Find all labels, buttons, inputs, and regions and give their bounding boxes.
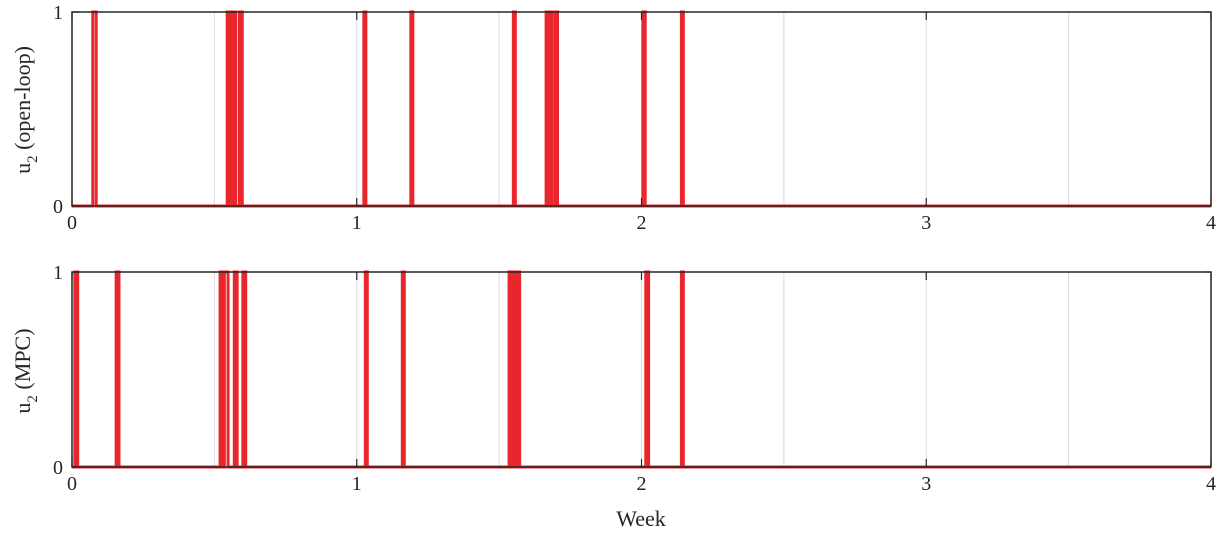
y-tick-label: 1 [53,262,63,284]
subplot-open-loop: u2 (open-loop) 0 1 2 3 4 0 1 [10,2,1216,234]
x-tick-label: 0 [67,212,77,234]
subplot-mpc: u2 (MPC) Week 0 1 2 3 4 0 1 [10,262,1216,531]
y-tick-label: 0 [53,196,63,218]
y-tick-label: 0 [53,457,63,479]
x-tick-label: 2 [637,473,647,495]
x-axis-label: Week [616,506,666,531]
x-tick-label: 2 [637,212,647,234]
x-tick-label: 0 [67,473,77,495]
x-tick-label: 1 [352,473,362,495]
y-axis-label: u2 (open-loop) [10,46,41,174]
x-tick-label: 4 [1206,212,1216,234]
x-tick-label: 3 [921,212,931,234]
y-tick-label: 1 [53,2,63,24]
x-tick-label: 3 [921,473,931,495]
gridlines [213,272,1070,467]
series-line [72,10,1211,208]
x-tick-label: 4 [1206,473,1216,495]
y-axis-label: u2 (MPC) [10,328,41,413]
x-tick-label: 1 [352,212,362,234]
